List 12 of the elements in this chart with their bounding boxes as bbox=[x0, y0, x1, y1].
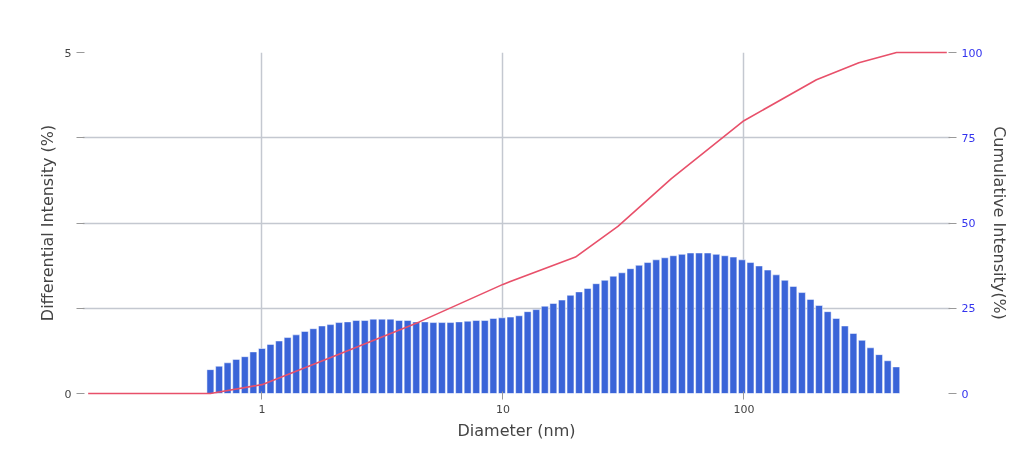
y2-tick-label: 50 bbox=[961, 217, 976, 230]
y-tick-label: 5 bbox=[64, 46, 72, 60]
y2-tick-label: 100 bbox=[961, 46, 983, 60]
y2-tick-label: 0 bbox=[961, 387, 969, 401]
y-axis-title: Differential Intensity (%) bbox=[37, 124, 57, 322]
x-tick-label: 10 bbox=[495, 402, 510, 416]
x-tick-label: 1 bbox=[258, 402, 266, 416]
y2-tick-label: 75 bbox=[961, 131, 976, 145]
y2-tick-label: 25 bbox=[961, 302, 976, 316]
x-tick-label: 100 bbox=[733, 402, 755, 416]
y2-axis-title: Cumulative Intensity(%) bbox=[990, 126, 1010, 320]
x-axis-title: Diameter (nm) bbox=[457, 420, 576, 440]
